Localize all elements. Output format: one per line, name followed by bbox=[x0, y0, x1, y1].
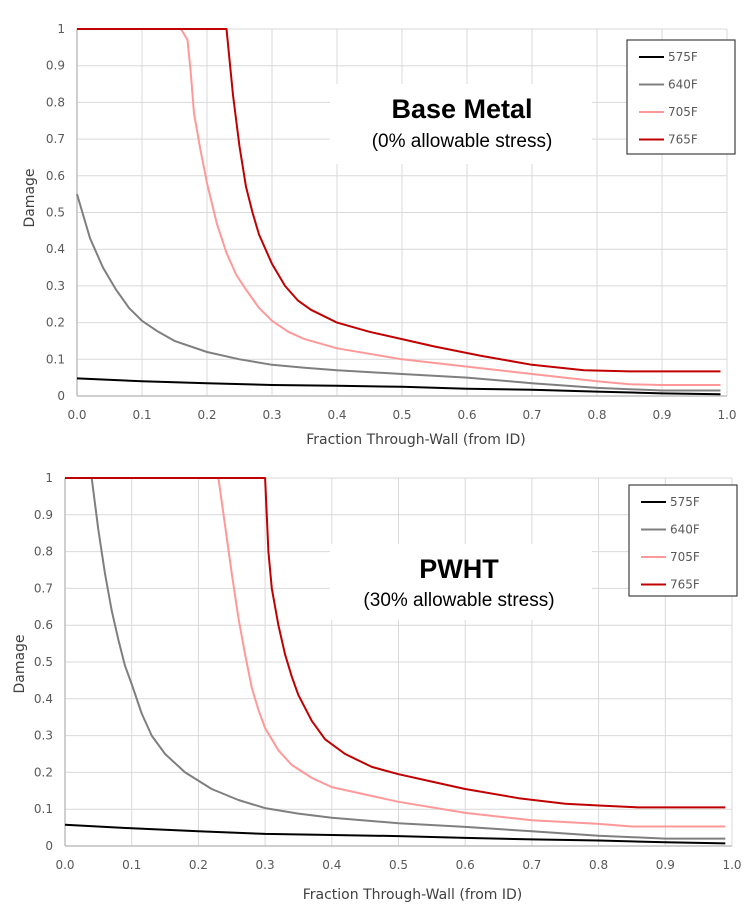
legend-item: 765F bbox=[639, 133, 698, 147]
legend-label: 640F bbox=[668, 78, 698, 92]
series-line-575f bbox=[64, 823, 726, 845]
y-tick-label: 0.4 bbox=[46, 242, 65, 256]
chart-subtitle: (30% allowable stress) bbox=[363, 590, 554, 611]
y-tick-label: 0.8 bbox=[34, 545, 53, 559]
legend-box bbox=[628, 484, 738, 597]
y-tick-label: 0.5 bbox=[46, 206, 65, 220]
x-tick-label: 0.7 bbox=[522, 408, 541, 422]
series-line-705f bbox=[65, 477, 726, 828]
legend-label: 705F bbox=[668, 105, 698, 119]
x-tick-label: 0.2 bbox=[189, 858, 208, 872]
legend-label: 640F bbox=[670, 523, 700, 537]
x-tick-label: 0.6 bbox=[456, 858, 475, 872]
y-tick-label: 1 bbox=[45, 471, 53, 485]
x-tick-label: 1.0 bbox=[722, 858, 741, 872]
x-tick-label: 0.9 bbox=[656, 858, 675, 872]
x-tick-label: 0.3 bbox=[256, 858, 275, 872]
x-tick-label: 0.3 bbox=[262, 408, 281, 422]
y-tick-label: 0.1 bbox=[46, 352, 65, 366]
y-tick-labels: 0 0.1 0.2 0.3 0.4 0.5 0.6 0.7 0.8 0.9 1 bbox=[46, 22, 65, 403]
x-tick-labels: 0.0 0.1 0.2 0.3 0.4 0.5 0.6 0.7 0.8 0.9 1.0 bbox=[67, 408, 736, 422]
annotation-background bbox=[330, 84, 592, 164]
legend-label: 575F bbox=[670, 495, 700, 509]
y-tick-label: 1 bbox=[57, 22, 65, 36]
x-tick-label: 0.0 bbox=[67, 408, 86, 422]
y-axis-title: Damage bbox=[22, 168, 38, 227]
x-tick-label: 0.5 bbox=[389, 858, 408, 872]
y-axis-title: Damage bbox=[12, 634, 28, 693]
legend-item: 640F bbox=[641, 523, 700, 537]
legend-item: 765F bbox=[641, 578, 700, 592]
y-tick-label: 0.2 bbox=[34, 765, 53, 779]
x-axis-title: Fraction Through-Wall (from ID) bbox=[306, 432, 526, 448]
x-tick-labels: 0.0 0.1 0.2 0.3 0.4 0.5 0.6 0.7 0.8 0.9 1.0 bbox=[55, 858, 741, 872]
y-tick-label: 0.3 bbox=[34, 729, 53, 743]
series-lines bbox=[76, 28, 721, 396]
x-tick-label: 0.7 bbox=[522, 858, 541, 872]
x-tick-label: 0.9 bbox=[652, 408, 671, 422]
chart-title: Base Metal bbox=[391, 94, 532, 124]
y-tick-label: 0.6 bbox=[46, 169, 65, 183]
x-tick-label: 0.1 bbox=[132, 408, 151, 422]
x-tick-label: 0.2 bbox=[197, 408, 216, 422]
x-tick-label: 0.8 bbox=[587, 408, 606, 422]
legend-label: 765F bbox=[670, 578, 700, 592]
y-tick-label: 0.7 bbox=[34, 581, 53, 595]
x-tick-label: 1.0 bbox=[717, 408, 736, 422]
y-tick-label: 0.7 bbox=[46, 132, 65, 146]
x-tick-label: 0.5 bbox=[392, 408, 411, 422]
legend-label: 765F bbox=[668, 133, 698, 147]
y-tick-label: 0.9 bbox=[46, 59, 65, 73]
series-lines bbox=[64, 477, 726, 845]
x-tick-label: 0.8 bbox=[589, 858, 608, 872]
chart-svg: 0.0 0.1 0.2 0.3 0.4 0.5 0.6 0.7 0.8 0.9 1.0 00.10.… bbox=[12, 471, 742, 903]
legend-label: 575F bbox=[668, 50, 698, 64]
y-tick-label: 0 bbox=[57, 389, 65, 403]
y-tick-label: 0.4 bbox=[34, 692, 53, 706]
chart-title: PWHT bbox=[419, 554, 499, 584]
legend-item: 575F bbox=[639, 50, 698, 64]
x-tick-label: 0.0 bbox=[55, 858, 74, 872]
y-tick-label: 0.9 bbox=[34, 508, 53, 522]
legend-label: 705F bbox=[670, 550, 700, 564]
chart-base-metal: 0.0 0.1 0.2 0.3 0.4 0.5 0.6 0.7 0.8 0.9 1.0 0 0.1 0.… bbox=[22, 22, 737, 448]
y-tick-label: 0.3 bbox=[46, 279, 65, 293]
legend: 575F 640F 705F 765F bbox=[626, 39, 736, 155]
legend-item: 575F bbox=[641, 495, 700, 509]
series-line-640f bbox=[65, 477, 726, 840]
y-tick-label: 0.2 bbox=[46, 316, 65, 330]
legend-item: 705F bbox=[639, 105, 698, 119]
y-tick-label: 0.1 bbox=[34, 802, 53, 816]
y-tick-label: 0.8 bbox=[46, 95, 65, 109]
axes bbox=[76, 29, 727, 397]
chart-pwht: 0.0 0.1 0.2 0.3 0.4 0.5 0.6 0.7 0.8 0.9 1.0 0 0.1 0.… bbox=[0, 456, 752, 912]
legend-item: 705F bbox=[641, 550, 700, 564]
gridlines bbox=[65, 477, 733, 846]
series-line-575f bbox=[76, 377, 721, 396]
x-tick-label: 0.4 bbox=[327, 408, 346, 422]
y-tick-labels: 0 0.1 0.2 0.3 0.4 0.5 0.6 0.7 0.8 0.9 1 bbox=[34, 471, 53, 853]
x-tick-label: 0.1 bbox=[122, 858, 141, 872]
chart-subtitle: (0% allowable stress) bbox=[372, 131, 553, 152]
x-tick-label: 0.6 bbox=[457, 408, 476, 422]
axes bbox=[64, 478, 732, 847]
legend-item: 640F bbox=[639, 78, 698, 92]
legend: 575F 640F 705F 765F bbox=[628, 484, 738, 597]
y-tick-label: 0 bbox=[45, 839, 53, 853]
y-tick-label: 0.5 bbox=[34, 655, 53, 669]
chart-annotation: PWHT (30% allowable stress) bbox=[330, 544, 592, 620]
series-line-765f bbox=[77, 28, 721, 373]
legend-box bbox=[626, 39, 736, 155]
chart-svg: 0.0 0.1 0.2 0.3 0.4 0.5 0.6 0.7 0.8 0.9 1.0 00.10.… bbox=[22, 22, 737, 448]
x-axis-title: Fraction Through-Wall (from ID) bbox=[303, 887, 523, 903]
series-line-640f bbox=[76, 193, 721, 392]
series-line-705f bbox=[77, 28, 721, 386]
y-tick-label: 0.6 bbox=[34, 618, 53, 632]
chart-annotation: Base Metal (0% allowable stress) bbox=[330, 84, 592, 164]
annotation-background bbox=[330, 544, 592, 620]
series-line-765f bbox=[65, 477, 726, 809]
x-tick-label: 0.4 bbox=[322, 858, 341, 872]
